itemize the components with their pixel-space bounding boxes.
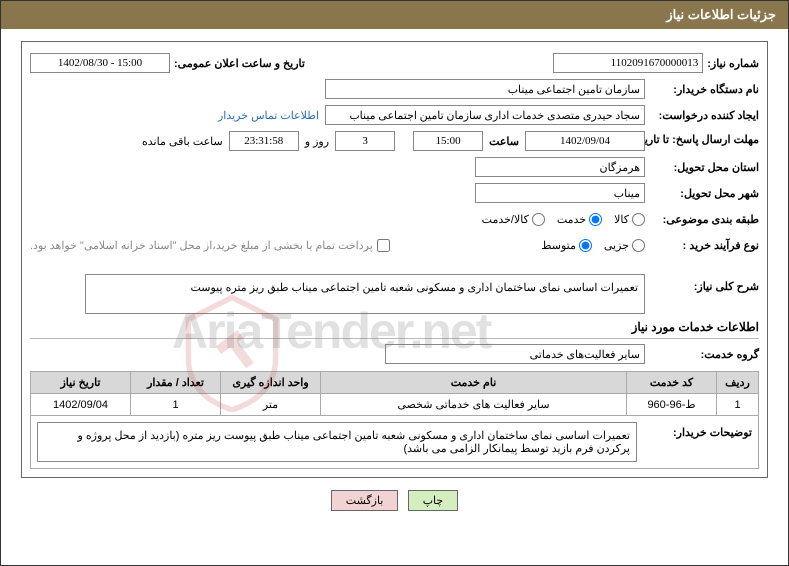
city-label: شهر محل تحویل: <box>649 187 759 200</box>
payment-checkbox[interactable]: پرداخت تمام یا بخشی از مبلغ خرید،از محل … <box>30 239 390 252</box>
class-label: طبقه بندی موضوعی: <box>649 213 759 226</box>
print-button[interactable]: چاپ <box>408 490 459 511</box>
class-radio-group: کالا خدمت کالا/خدمت <box>472 213 645 226</box>
th-row: ردیف <box>717 372 759 394</box>
th-name: نام خدمت <box>321 372 627 394</box>
buy-jozei[interactable]: جزیی <box>604 239 645 252</box>
cell-unit: متر <box>221 394 321 416</box>
reply-deadline-label: مهلت ارسال پاسخ: تا تاریخ: <box>649 134 759 147</box>
need-desc-label: شرح کلی نیاز: <box>649 280 759 293</box>
th-date: تاریخ نیاز <box>31 372 131 394</box>
back-button[interactable]: بازگشت <box>331 490 399 511</box>
th-qty: تعداد / مقدار <box>131 372 221 394</box>
buy-type-label: نوع فرآیند خرید : <box>649 239 759 252</box>
th-code: کد خدمت <box>627 372 717 394</box>
page-title: جزئیات اطلاعات نیاز <box>666 7 776 22</box>
table-row: 1 ط-96-960 سایر فعالیت های خدماتی شخصی م… <box>31 394 759 416</box>
cell-qty: 1 <box>131 394 221 416</box>
class-khadamat[interactable]: خدمت <box>557 213 602 226</box>
requester-input[interactable] <box>325 105 645 125</box>
page-header: جزئیات اطلاعات نیاز <box>1 1 788 29</box>
time-label: ساعت <box>489 135 519 148</box>
buy-type-group: جزیی متوسط <box>531 239 645 252</box>
province-label: استان محل تحویل: <box>649 161 759 174</box>
buyer-org-input[interactable] <box>325 79 645 99</box>
need-no-label: شماره نیاز: <box>707 57 759 70</box>
service-group-input[interactable] <box>385 344 645 364</box>
time-remaining-input[interactable] <box>229 131 299 151</box>
city-input[interactable] <box>475 183 645 203</box>
remaining-label: ساعت باقی مانده <box>142 135 223 148</box>
main-panel: AriaTender.net شماره نیاز: تاریخ و ساعت … <box>21 41 768 478</box>
buttons-row: چاپ بازگشت <box>1 490 788 511</box>
contact-link[interactable]: اطلاعات تماس خریدار <box>218 109 319 122</box>
announce-label: تاریخ و ساعت اعلان عمومی: <box>174 57 305 70</box>
cell-row: 1 <box>717 394 759 416</box>
requester-label: ایجاد کننده درخواست: <box>649 109 759 122</box>
days-label: روز و <box>305 135 329 148</box>
reply-time-input[interactable] <box>413 131 483 151</box>
th-unit: واحد اندازه گیری <box>221 372 321 394</box>
class-kalakhadamat[interactable]: کالا/خدمت <box>482 213 545 226</box>
announce-input[interactable] <box>30 53 170 73</box>
services-table: ردیف کد خدمت نام خدمت واحد اندازه گیری ت… <box>30 371 759 469</box>
need-no-input[interactable] <box>553 53 703 73</box>
reply-date-input[interactable] <box>525 131 645 151</box>
buyer-org-label: نام دستگاه خریدار: <box>649 83 759 96</box>
cell-date: 1402/09/04 <box>31 394 131 416</box>
buyer-notes-box: تعمیرات اساسی نمای ساختمان اداری و مسکون… <box>37 422 637 462</box>
class-kala[interactable]: کالا <box>614 213 645 226</box>
cell-name: سایر فعالیت های خدماتی شخصی <box>321 394 627 416</box>
services-info-header: اطلاعات خدمات مورد نیاز <box>30 320 759 334</box>
buyer-notes-label: توضیحات خریدار: <box>652 426 752 439</box>
need-desc-box: تعمیرات اساسی نمای ساختمان اداری و مسکون… <box>85 274 645 314</box>
province-input[interactable] <box>475 157 645 177</box>
buy-motavaset[interactable]: متوسط <box>541 239 592 252</box>
service-group-label: گروه خدمت: <box>649 348 759 361</box>
days-remaining-input[interactable] <box>335 131 395 151</box>
payment-note: پرداخت تمام یا بخشی از مبلغ خرید،از محل … <box>30 239 373 252</box>
cell-code: ط-96-960 <box>627 394 717 416</box>
table-desc-row: توضیحات خریدار: تعمیرات اساسی نمای ساختم… <box>31 416 759 469</box>
